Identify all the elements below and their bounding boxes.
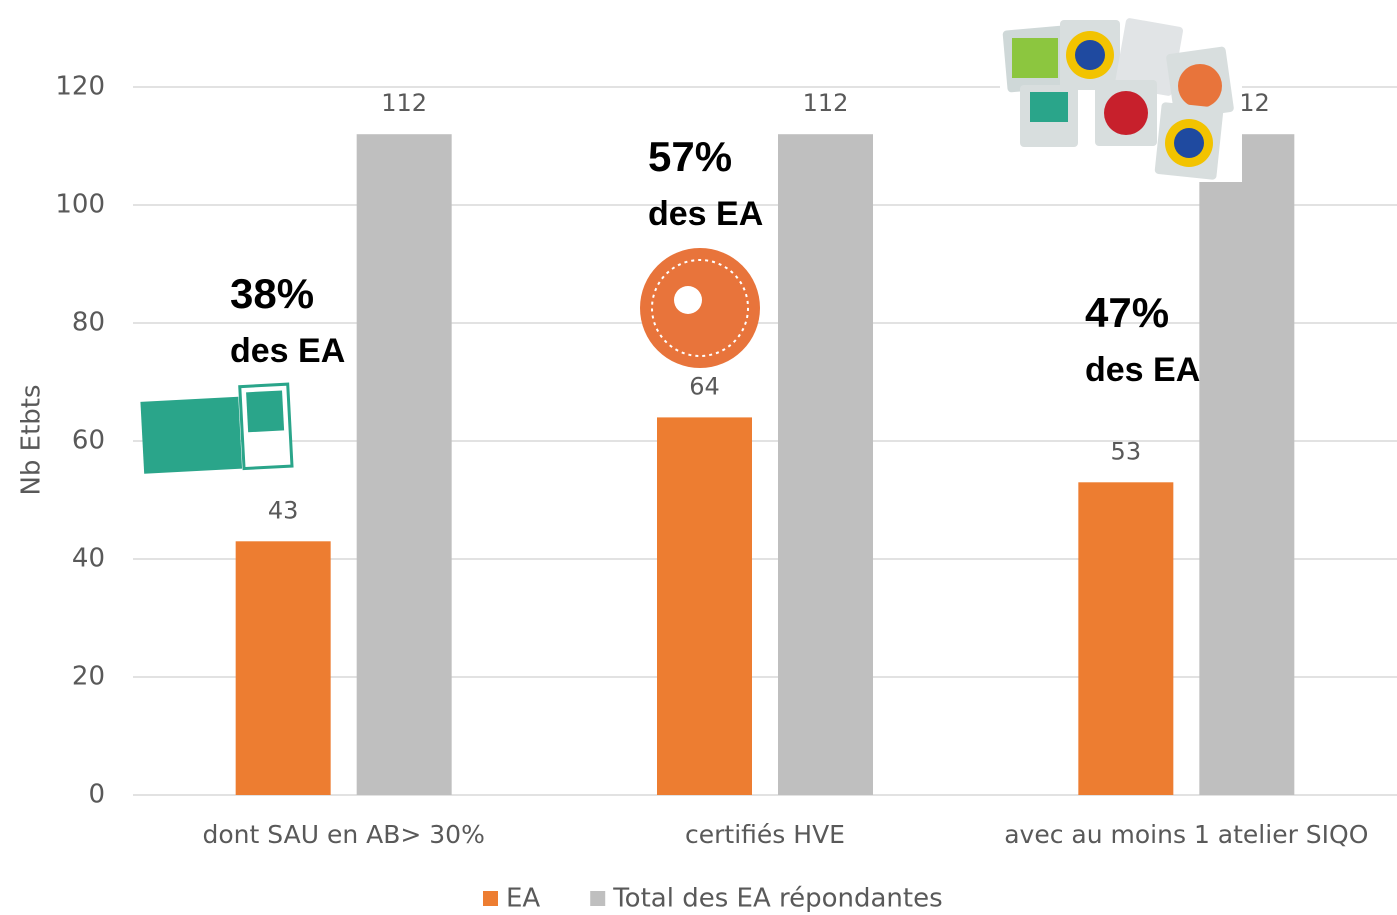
y-tick-label: 0 [88,780,105,810]
y-tick-label: 100 [55,190,105,220]
tag-ab-mark [1030,92,1068,122]
data-label: 112 [803,89,849,117]
annotation-caption: des EA [1085,351,1200,389]
chart: 0 20 40 60 80 100 120 dont SAU en AB> 30% 43 112 c… [0,0,1397,915]
ab-logo [140,384,292,474]
x-tick-label: certifiés HVE [685,820,845,849]
legend-swatch [483,891,498,906]
hve-logo [640,248,760,368]
y-tick-label: 40 [72,544,105,574]
legend-label: EA [506,884,540,914]
y-axis-label: Nb Etbts [17,384,47,495]
annotation-caption: des EA [230,332,345,370]
y-tick-label: 60 [72,426,105,456]
logos [140,8,1242,474]
ab-mark-inner [246,390,284,432]
bar [236,541,331,795]
tag-stg-center [1174,128,1204,158]
data-label: 53 [1111,437,1142,465]
x-tick-label: avec au moins 1 atelier SIQO [1004,820,1368,849]
annotation-percent: 47% [1085,289,1169,336]
data-label: 112 [381,89,427,117]
x-tick-label: dont SAU en AB> 30% [203,820,485,849]
tag-eu-leaf [1012,38,1058,78]
data-label: 64 [689,372,720,400]
bar [357,134,452,795]
bar [657,417,752,795]
bar [1078,482,1173,795]
hve-badge [640,248,760,368]
annotation-caption: des EA [648,195,763,233]
annotation-percent: 38% [230,270,314,317]
bar [1199,134,1294,795]
annotation-percent: 57% [648,133,732,180]
tag-igp-center [1075,40,1105,70]
y-tick-label: 20 [72,662,105,692]
data-label: 43 [268,496,299,524]
y-tick-label: 120 [55,72,105,102]
tag-aop-disc [1178,64,1222,108]
siqo-logos [1000,8,1242,182]
tag-label-rouge-disc [1104,91,1148,135]
y-tick-label: 80 [72,308,105,338]
legend-swatch [590,891,605,906]
eu-organic-leaf [140,397,242,474]
hve-sun [674,286,702,314]
legend-label: Total des EA répondantes [612,884,942,914]
bar [778,134,873,795]
